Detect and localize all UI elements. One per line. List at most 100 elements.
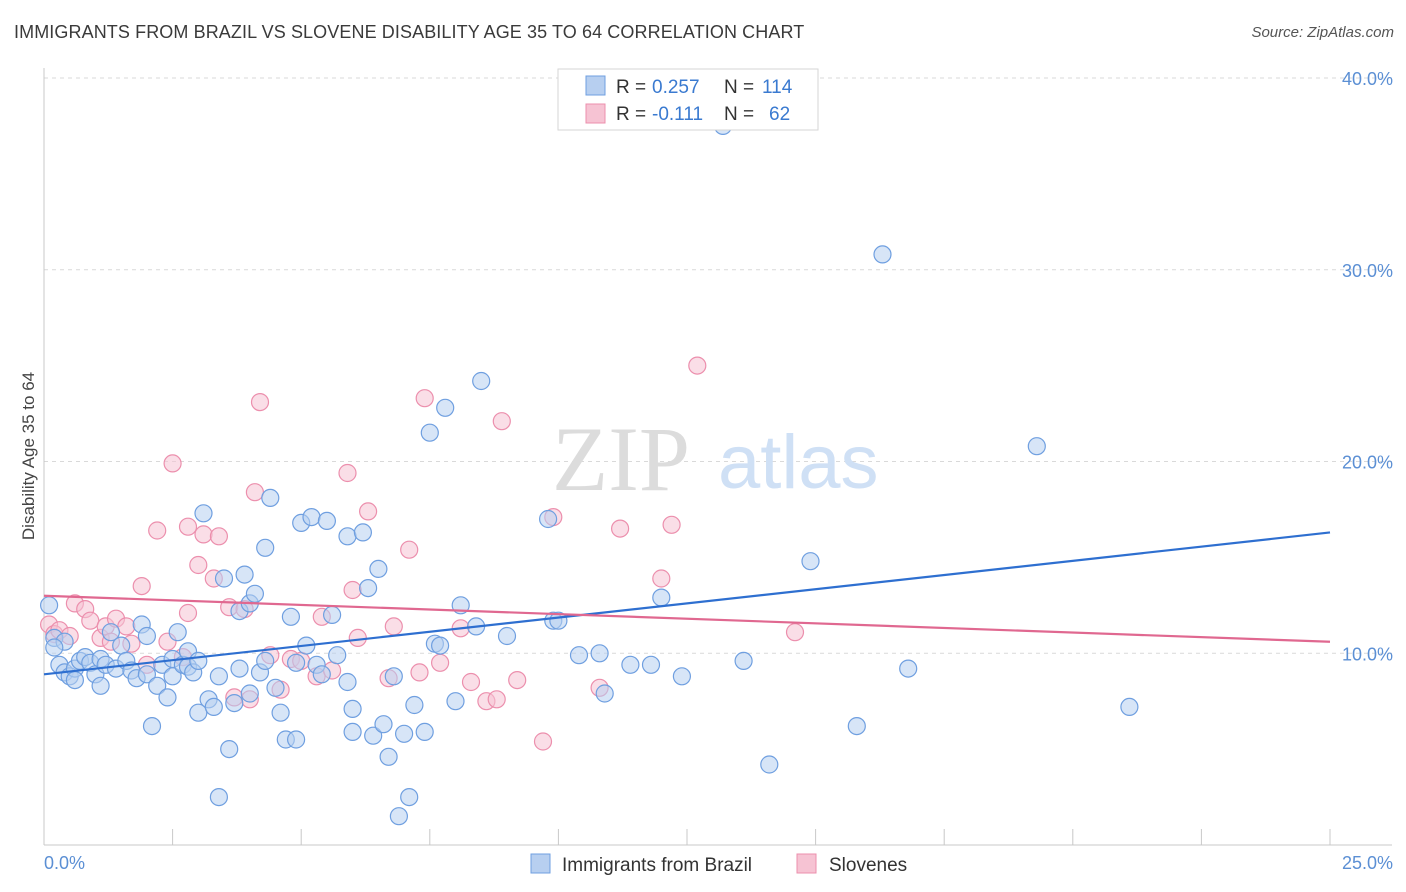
data-point-blue (209, 787, 228, 807)
legend-r-value-pink: -0.111 (652, 104, 703, 125)
legend-n-value-pink: 62 (769, 104, 790, 125)
data-point-pink (359, 502, 378, 521)
data-point-pink (194, 525, 213, 544)
data-point-blue (446, 692, 465, 711)
data-point-blue (379, 747, 398, 766)
legend-r-label-pink: R = (616, 104, 646, 125)
data-point-blue (569, 646, 589, 665)
data-point-blue (760, 755, 779, 774)
data-point-blue (415, 722, 434, 742)
data-point-blue (672, 667, 692, 686)
legend-swatch-pink (585, 103, 606, 124)
chart-source: Source: ZipAtlas.com (1251, 24, 1394, 41)
data-point-blue (436, 398, 455, 417)
data-point-pink (178, 517, 198, 536)
data-point-pink (410, 663, 429, 682)
data-point-blue (652, 588, 671, 607)
data-point-pink (492, 412, 511, 431)
data-point-pink (163, 454, 182, 473)
data-point-blue (137, 665, 156, 684)
data-point-pink (189, 555, 208, 575)
data-point-blue (256, 651, 275, 671)
data-point-blue (338, 672, 357, 692)
data-point-blue (395, 724, 414, 743)
data-point-blue (369, 559, 388, 579)
data-point-pink (487, 690, 506, 709)
legend-bottom-label-pink: Slovenes (829, 855, 907, 876)
data-point-blue (266, 678, 285, 697)
data-point-blue (65, 670, 85, 690)
data-point-blue (323, 605, 342, 625)
y-axis-title: Disability Age 35 to 64 (19, 372, 38, 540)
data-point-blue (431, 636, 450, 655)
legend-r-value-blue: 0.257 (652, 77, 700, 98)
data-point-pink (652, 569, 671, 588)
data-point-blue (39, 596, 59, 615)
data-point-blue (1120, 697, 1139, 717)
data-point-blue (137, 626, 156, 646)
data-point-blue (45, 638, 64, 657)
data-point-blue (899, 659, 918, 678)
data-point-blue (235, 565, 254, 584)
legend-series: Immigrants from Brazil Slovenes (530, 853, 907, 876)
data-point-pink (508, 670, 527, 690)
data-point-pink (610, 519, 630, 538)
data-point-blue (281, 607, 300, 626)
data-point-blue (873, 245, 892, 264)
data-point-blue (343, 722, 362, 742)
data-point-pink (148, 521, 167, 540)
watermark-zip: ZIP (552, 408, 690, 510)
data-point-blue (302, 507, 321, 527)
y-tick-label: 30.0% (1342, 261, 1393, 281)
data-point-blue (148, 676, 167, 695)
data-point-blue (261, 488, 280, 507)
data-point-blue (240, 684, 259, 703)
data-point-blue (287, 653, 306, 672)
data-point-pink (384, 617, 403, 636)
data-point-blue (595, 684, 614, 703)
y-tick-label: 20.0% (1342, 453, 1393, 473)
data-point-pink (461, 672, 481, 692)
data-point-pink (431, 653, 450, 672)
data-point-pink (533, 732, 553, 751)
data-point-blue (245, 584, 264, 603)
data-point-blue (220, 739, 239, 759)
data-point-blue (225, 693, 244, 713)
data-point-blue (338, 527, 357, 546)
data-point-pink (132, 576, 151, 596)
data-point-blue (317, 511, 336, 531)
tick-labels: 10.0% 20.0% 30.0% 40.0% 0.0% 25.0% (44, 69, 1393, 873)
legend-n-label-blue: N = (724, 77, 754, 98)
watermark-atlas: atlas (718, 420, 879, 505)
data-point-blue (801, 552, 820, 571)
data-point-blue (142, 716, 162, 736)
data-point-blue (168, 623, 187, 642)
data-point-blue (112, 636, 131, 655)
data-point-blue (312, 665, 331, 684)
data-point-blue (91, 676, 110, 695)
data-point-blue (271, 703, 290, 722)
data-point-blue (472, 371, 491, 391)
legend-swatch-blue (585, 75, 606, 96)
legend-stats: R = 0.257 N = 114 R = -0.111 N = 62 (557, 68, 819, 131)
legend-r-label-blue: R = (616, 77, 646, 98)
data-point-blue (405, 695, 424, 715)
x-tick-label-min: 0.0% (44, 853, 85, 873)
data-point-pink (338, 463, 357, 483)
data-point-blue (400, 787, 419, 807)
trend-line-blue (43, 531, 1331, 676)
data-point-blue (847, 716, 866, 736)
data-point-blue (158, 688, 177, 707)
trend-lines (43, 531, 1331, 676)
data-point-blue (1027, 437, 1046, 456)
data-point-blue (389, 807, 408, 826)
data-point-pink (209, 527, 228, 546)
data-point-blue (364, 726, 383, 745)
data-point-blue (194, 504, 213, 523)
data-point-blue (734, 651, 753, 671)
data-point-blue (353, 523, 372, 542)
x-tick-label-max: 25.0% (1342, 853, 1393, 873)
data-point-blue (359, 578, 378, 598)
y-tick-label: 40.0% (1342, 69, 1393, 89)
data-point-blue (621, 655, 640, 674)
